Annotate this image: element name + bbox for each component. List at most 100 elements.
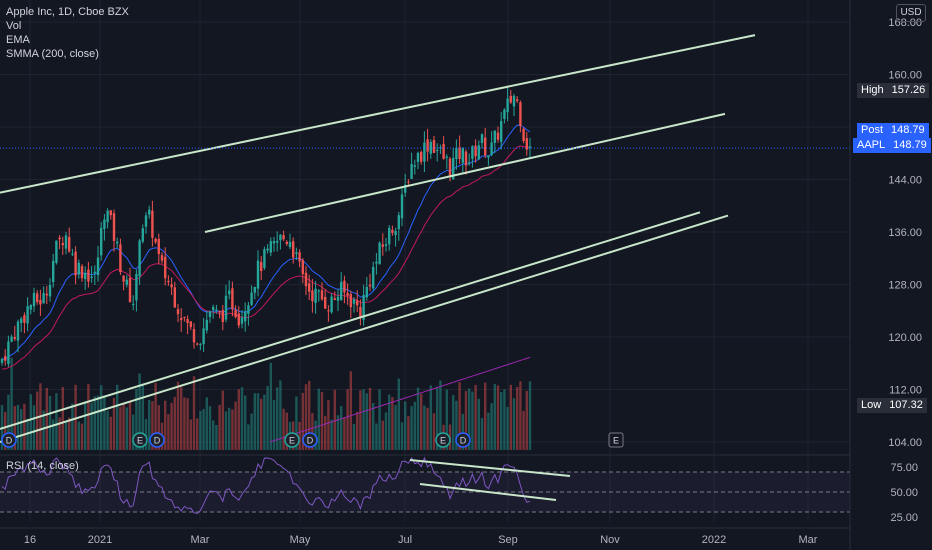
candle-body xyxy=(378,242,381,265)
volume-bar xyxy=(244,395,247,450)
candle-body xyxy=(167,280,170,283)
candle-body xyxy=(160,255,164,261)
volume-bar xyxy=(183,397,186,450)
candle-body xyxy=(458,147,461,159)
volume-bar xyxy=(346,389,349,450)
volume-bar xyxy=(36,391,39,450)
time-tick-label: May xyxy=(290,534,311,546)
candle-body xyxy=(71,253,74,255)
candle-body xyxy=(509,95,512,103)
candle-body xyxy=(141,228,144,242)
volume-bar xyxy=(122,404,125,450)
candle-body xyxy=(247,305,250,314)
candle-body xyxy=(4,356,7,361)
time-tick-label: Mar xyxy=(191,534,210,546)
volume-bar xyxy=(464,391,468,450)
volume-bar xyxy=(311,413,314,450)
volume-bar xyxy=(48,395,52,450)
volume-bar xyxy=(250,413,253,450)
volume-bar xyxy=(378,389,381,450)
volume-bar xyxy=(436,386,439,450)
volume-bar xyxy=(205,397,208,450)
volume-bar xyxy=(343,417,346,450)
volume-bar xyxy=(212,420,215,450)
volume-bar xyxy=(100,385,103,450)
candle-body xyxy=(340,281,343,300)
volume-bar xyxy=(477,398,480,450)
candle-body xyxy=(477,145,480,160)
volume-bar xyxy=(400,422,404,450)
legend-smma[interactable]: SMMA (200, close) xyxy=(6,48,99,60)
candle-body xyxy=(375,261,378,264)
volume-bar xyxy=(164,400,167,450)
candle-body xyxy=(170,284,173,288)
aapl-tag-value: 148.79 xyxy=(893,139,927,151)
volume-bar xyxy=(176,381,180,450)
volume-bar xyxy=(439,380,442,450)
volume-bars xyxy=(0,357,532,450)
volume-bar xyxy=(154,383,157,450)
candle-body xyxy=(151,210,154,238)
rsi-trend-line xyxy=(409,459,571,477)
volume-bar xyxy=(327,400,330,450)
candle-body xyxy=(298,252,301,262)
candle-body xyxy=(432,140,436,153)
volume-bar xyxy=(61,387,64,450)
volume-bar xyxy=(202,408,205,450)
volume-bar xyxy=(362,389,365,450)
volume-bar xyxy=(493,384,496,450)
volume-bar xyxy=(295,396,298,450)
candle-body xyxy=(157,238,160,254)
volume-bar xyxy=(16,404,20,450)
legend-ema[interactable]: EMA xyxy=(6,34,30,46)
candle-body xyxy=(180,318,183,321)
candle-body xyxy=(231,288,234,310)
candle-body xyxy=(52,260,55,283)
volume-bar xyxy=(192,376,196,450)
candle-body xyxy=(285,241,288,244)
candle-body xyxy=(522,128,525,142)
volume-bar xyxy=(528,381,532,450)
volume-bar xyxy=(260,398,263,450)
volume-bar xyxy=(74,384,77,450)
volume-bar xyxy=(189,419,192,450)
volume-bar xyxy=(42,410,45,450)
post-tag-value: 148.79 xyxy=(891,124,925,136)
dividend-marker xyxy=(149,432,165,448)
candle-body xyxy=(324,297,327,309)
currency-button[interactable]: USD xyxy=(896,4,926,22)
high-tag-value: 157.26 xyxy=(891,84,926,96)
volume-bar xyxy=(29,394,32,450)
volume-bar xyxy=(375,423,378,450)
legend-volume[interactable]: Vol xyxy=(6,20,22,32)
candle-body xyxy=(301,260,304,275)
candle-body xyxy=(461,147,464,163)
candle-body xyxy=(407,181,410,183)
dividend-marker xyxy=(302,432,318,448)
volume-bar xyxy=(266,385,269,450)
volume-bar xyxy=(157,405,160,450)
symbol-title[interactable]: Apple Inc, 1D, Cboe BZX xyxy=(6,6,129,18)
candle-body xyxy=(119,244,122,273)
volume-bar xyxy=(132,414,135,450)
volume-bar xyxy=(381,420,384,450)
candle-body xyxy=(68,237,71,252)
volume-bar xyxy=(276,387,279,450)
volume-bar xyxy=(141,383,144,450)
volume-bar xyxy=(461,413,464,450)
volume-bar xyxy=(301,392,304,450)
trend-line xyxy=(204,112,726,233)
candle-body xyxy=(7,341,10,365)
volume-bar xyxy=(119,406,122,450)
event-marker-label: D xyxy=(307,436,314,446)
rsi-legend[interactable]: RSI (14, close) xyxy=(6,460,79,472)
smma-polyline xyxy=(269,356,531,443)
volume-bar xyxy=(148,399,151,450)
price-tick-label: 112.00 xyxy=(889,385,922,397)
candle-body xyxy=(448,158,452,176)
trend-channels[interactable] xyxy=(0,34,850,443)
price-tick-label: 120.00 xyxy=(888,332,922,344)
candle-body xyxy=(39,299,42,305)
